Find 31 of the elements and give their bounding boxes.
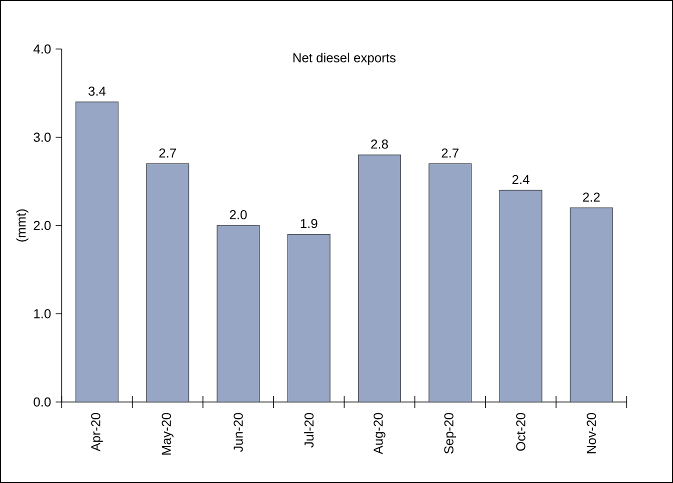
data-label: 2.4 bbox=[512, 174, 530, 184]
y-tick-label: 0.0 bbox=[34, 397, 51, 407]
bar bbox=[287, 234, 330, 402]
y-tick-label: 3.0 bbox=[34, 132, 51, 142]
x-tick-label: Oct-20 bbox=[516, 413, 526, 451]
data-label: 2.2 bbox=[583, 192, 600, 202]
bar bbox=[428, 163, 472, 402]
x-tick-label: Jun-20 bbox=[234, 413, 243, 452]
bar bbox=[146, 163, 190, 402]
x-tick-label: Jul-20 bbox=[304, 413, 314, 448]
bar bbox=[570, 208, 613, 402]
x-tick-label: May-20 bbox=[162, 413, 174, 455]
x-tick-label: Apr-20 bbox=[91, 413, 103, 452]
y-axis-title: (mmt) bbox=[16, 209, 28, 242]
bar bbox=[499, 190, 542, 402]
y-tick-label: 2.0 bbox=[34, 220, 51, 230]
x-tick-label: Nov-20 bbox=[586, 413, 596, 454]
data-label: 1.9 bbox=[300, 218, 318, 228]
data-label: 3.4 bbox=[88, 86, 106, 96]
data-label: 2.7 bbox=[159, 148, 176, 158]
y-tick-label: 1.0 bbox=[34, 309, 51, 318]
data-label: 2.7 bbox=[442, 148, 458, 158]
chart-title: Net diesel exports bbox=[293, 52, 396, 65]
bar bbox=[358, 154, 401, 402]
x-tick-label: Aug-20 bbox=[374, 413, 386, 454]
bar bbox=[76, 102, 118, 402]
y-tick-label: 4.0 bbox=[33, 44, 51, 54]
data-label: 2.0 bbox=[230, 210, 247, 220]
data-label: 2.8 bbox=[371, 140, 388, 149]
bar bbox=[216, 225, 260, 402]
x-tick-label: Sep-20 bbox=[444, 413, 456, 454]
